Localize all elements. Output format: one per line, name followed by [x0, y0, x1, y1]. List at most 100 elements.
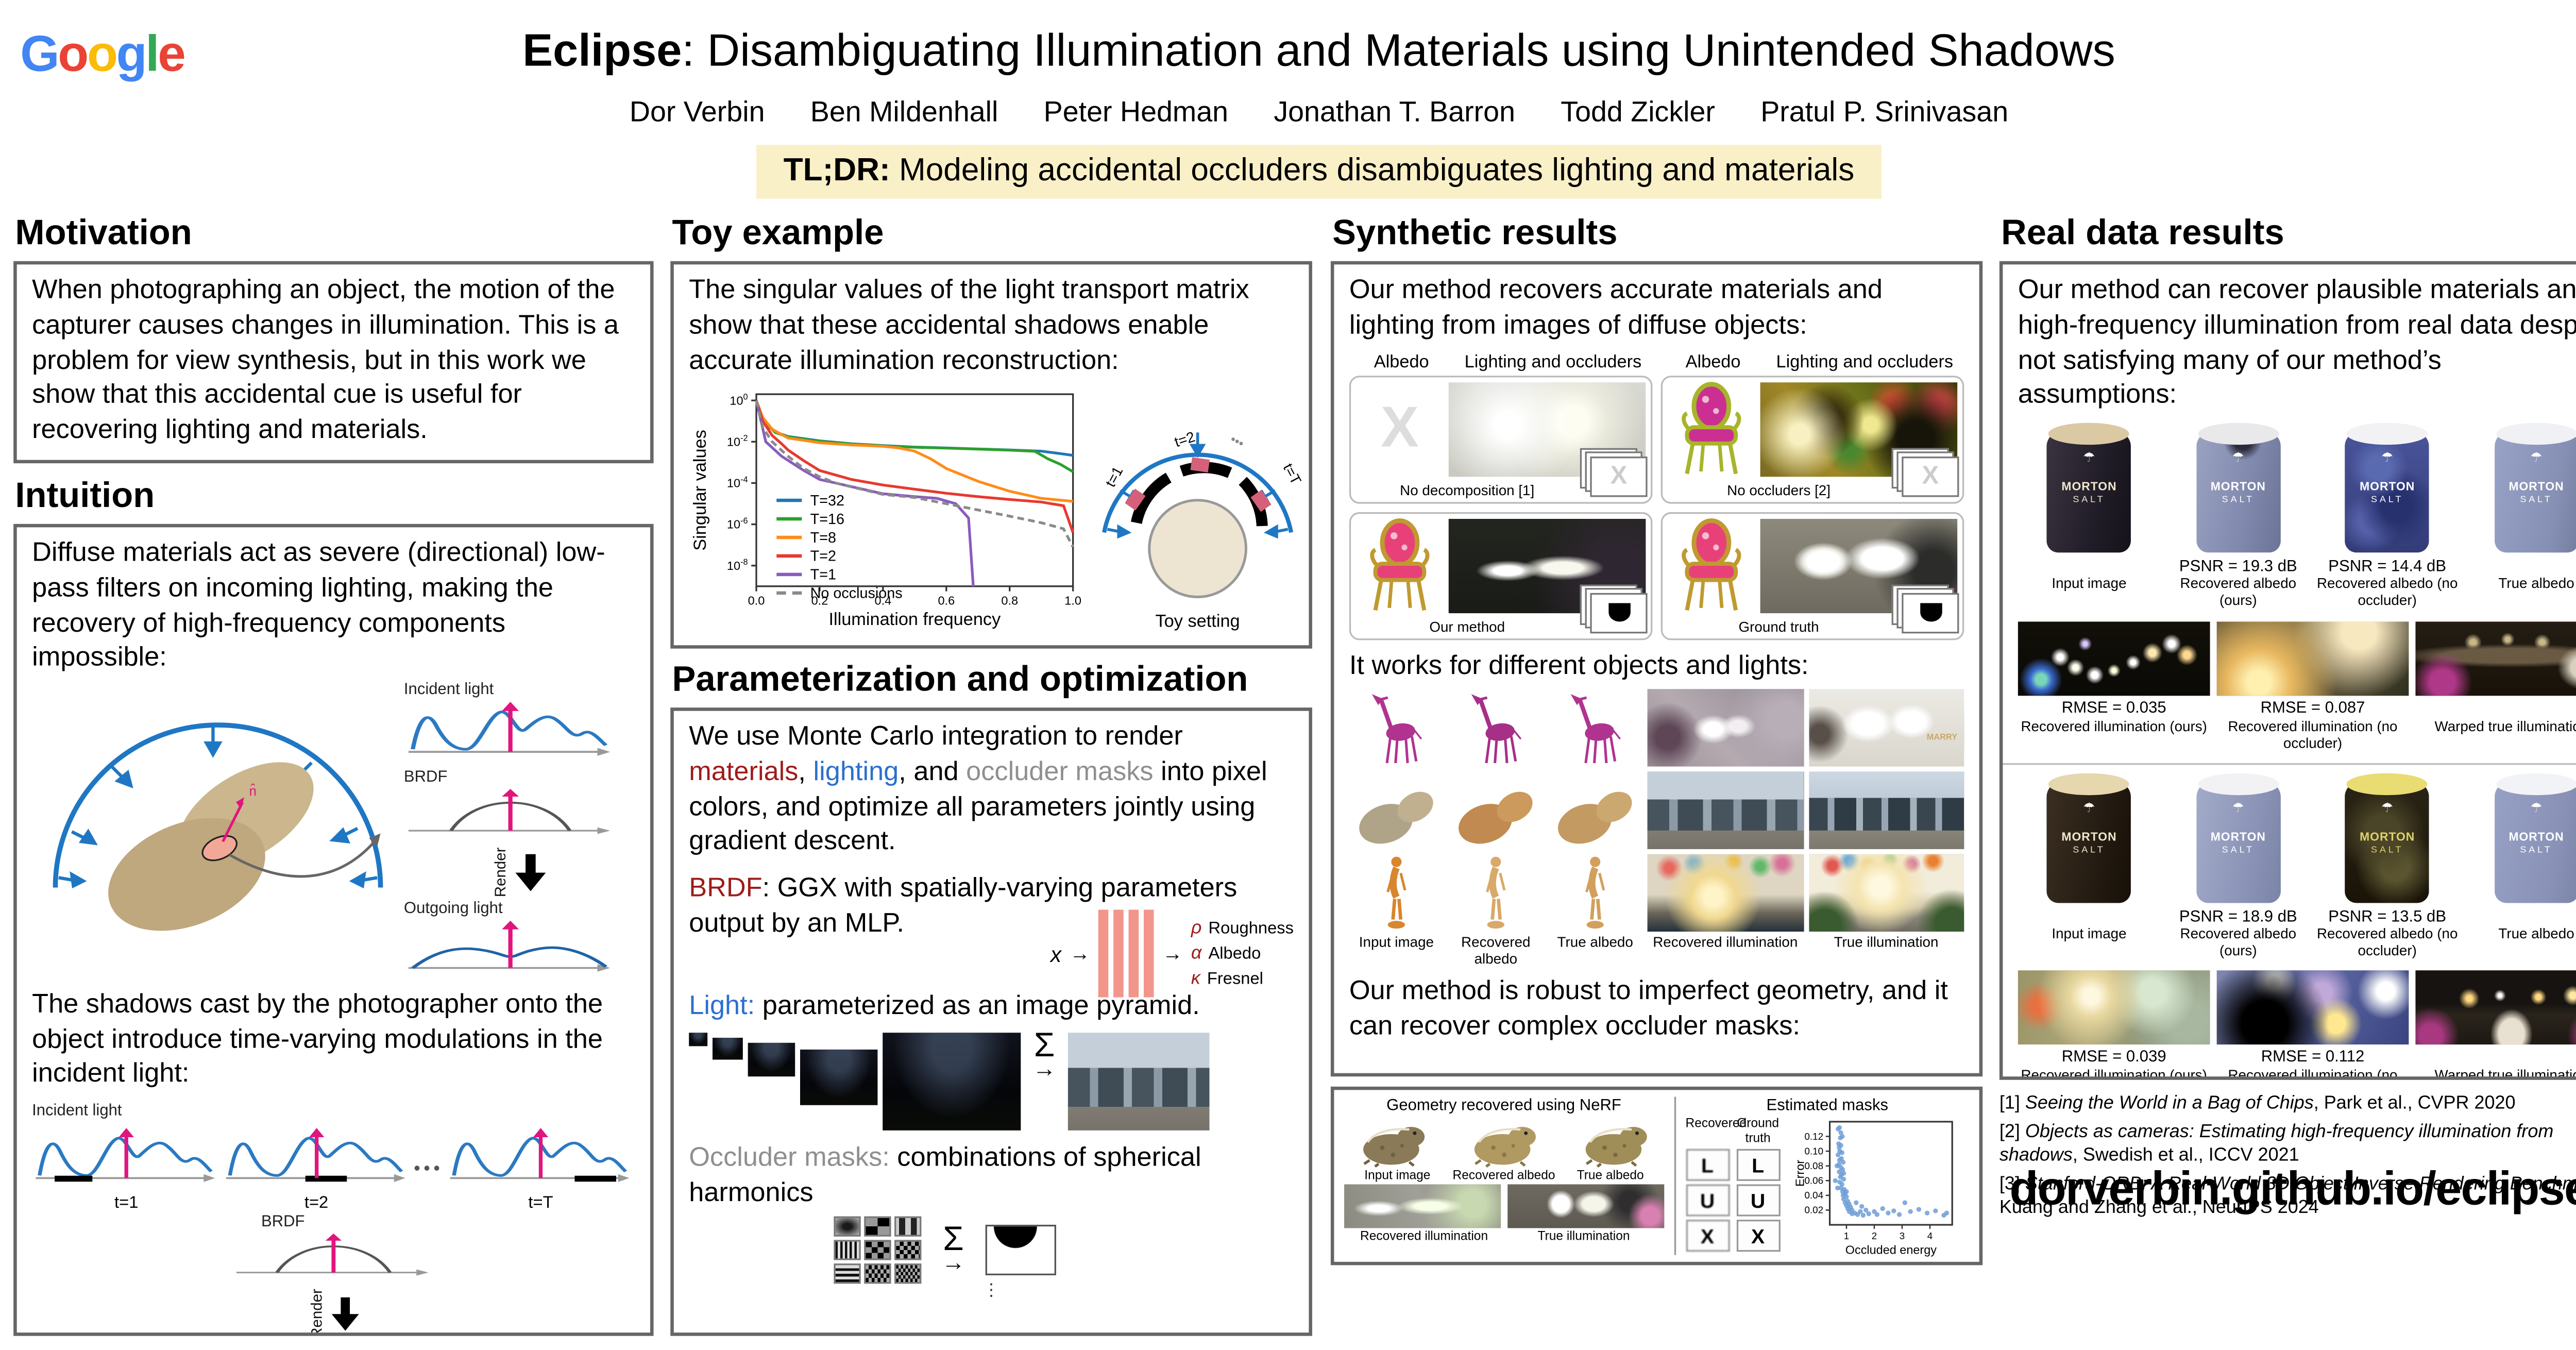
incident-plot-tT [446, 1128, 635, 1193]
author: Pratul P. Srinivasan [1760, 96, 2009, 128]
filter-plots: Incident light BRDF Render Outgoing ligh… [404, 681, 635, 984]
intuition-box: Diffuse materials act as severe (directi… [13, 524, 654, 1336]
svg-text:Occluded energy: Occluded energy [1845, 1243, 1936, 1257]
objects-row-potatoes [1349, 772, 1964, 850]
incident-light-label: Incident light [403, 681, 494, 700]
recovered-illumination-ours-2 [2018, 971, 2210, 1045]
author: Jonathan T. Barron [1274, 96, 1516, 128]
objects-row-giraffe: MARRY [1349, 689, 1964, 768]
toy-box: The singular values of the light transpo… [670, 261, 1312, 649]
salt-input-2: ☂ MORTON SALT [2047, 772, 2131, 903]
panel-no-decomposition: X No decomposition [1] X [1349, 375, 1653, 503]
divider [2003, 763, 2576, 765]
psnr-row-2: PSNR = 18.9 dB PSNR = 13.5 dB [2179, 907, 2447, 926]
recovered-illumination-giraffe [1647, 689, 1803, 768]
intuition-text1: Diffuse materials act as severe (directi… [32, 539, 605, 673]
synthetic-text1: Our method recovers accurate materials a… [1349, 276, 1883, 340]
salt-true-albedo-1: ☂ MORTON SALT [2494, 423, 2576, 553]
author: Ben Mildenhall [810, 96, 998, 128]
warped-true-illumination-1 [2415, 621, 2576, 696]
param-box: We use Monte Carlo integration to render… [670, 707, 1312, 1337]
occluder-text: Occluder masks: combinations of spherica… [689, 1144, 1201, 1208]
rmse-row-2: RMSE = 0.039 RMSE = 0.112 [2061, 1048, 2365, 1067]
reference-2: [2] Objects as cameras: Estimating high-… [1999, 1122, 2554, 1166]
toad-recovered-illumination [1344, 1184, 1501, 1228]
psnr-ours: PSNR = 19.3 dB [2179, 558, 2297, 577]
occluder-cards [1580, 584, 1648, 633]
nerf-subpanel: Geometry recovered using NeRF Input imag… [1344, 1096, 1675, 1255]
mask-blob-icon [1607, 603, 1630, 622]
svg-text:1: 1 [1843, 1230, 1848, 1241]
svg-text:0.4: 0.4 [875, 595, 892, 608]
illum-row-2 [2018, 971, 2576, 1045]
potato-scene-illustration: n̂ [53, 723, 383, 932]
svg-text:0.02: 0.02 [1804, 1205, 1823, 1216]
recovered-illumination-potatoes [1647, 772, 1803, 850]
sum-icon: Σ → [1032, 1027, 1056, 1082]
intuition-heading: Intuition [15, 477, 155, 516]
svg-text:0.12: 0.12 [1804, 1131, 1823, 1142]
motivation-heading: Motivation [15, 214, 192, 253]
reference-1: [1] Seeing the World in a Bag of Chips, … [1999, 1093, 2516, 1114]
synthetic-text3: Our method is robust to imperfect geomet… [1349, 977, 1948, 1042]
albedo-header: Albedo [1685, 351, 1741, 372]
toad-row [1344, 1117, 1664, 1168]
synthetic-heading: Synthetic results [1332, 214, 1618, 253]
salt-recovered-no-occluder-1: ☂ MORTON SALT [2345, 423, 2430, 553]
author: Dor Verbin [629, 96, 765, 128]
masks-title: Estimated masks [1766, 1096, 1889, 1116]
t1-label: t=1 [114, 1194, 139, 1213]
chart-legend: T=32 T=16 T=8 T=2 T=1 No occlusions [776, 493, 903, 602]
mlp-diagram: x → → ρ Roughness α Albedo κ Fresnel [1050, 910, 1294, 998]
toad-true-illumination [1507, 1184, 1664, 1228]
real-text: Our method can recover plausible materia… [2018, 276, 2576, 410]
illum-row-1 [2018, 621, 2576, 696]
occluder-masks-term: occluder masks [966, 757, 1154, 787]
toy-setting-illustration: t=1 t=2 t=T ••• [1102, 429, 1304, 599]
reference-3: [3] Stanford-ORB: A Real-World 3D Object… [1999, 1174, 2576, 1218]
true-illumination-potatoes [1808, 772, 1964, 850]
objects-grid-captions: Input image Recovered albedo True albedo… [1359, 934, 1939, 968]
project-url-link[interactable]: dorverbin.github.io/eclipse [2009, 1162, 2576, 1214]
nerf-title: Geometry recovered using NeRF [1386, 1096, 1621, 1116]
ellipsis-dots: ••• [414, 1159, 444, 1180]
recovered-illumination-no-occluder-1 [2216, 621, 2409, 696]
marry-sign: MARRY [1926, 733, 1958, 744]
toy-camera-label-tT: t=T [1280, 462, 1304, 488]
svg-text:0.0: 0.0 [748, 595, 765, 608]
toy-setting: t=1 t=2 t=T ••• Toy setting [1087, 385, 1309, 649]
svg-text:10-4: 10-4 [727, 476, 748, 491]
reconstructed-envmap [1067, 1033, 1210, 1131]
singular-values-chart: 100 10-2 10-4 10-6 10-8 0.0 0.2 0.4 0.6 0.8 1.0 Ill… [689, 385, 1087, 649]
panel-our-method: Our method [1349, 511, 1653, 640]
svg-text:0.8: 0.8 [1001, 595, 1018, 608]
toad-illum-captions: Recovered illumination True illumination [1360, 1228, 1630, 1244]
salt-true-albedo-2: ☂ MORTON SALT [2494, 772, 2576, 903]
occluder-cards: X [1891, 447, 1959, 497]
mlp-outputs: ρ Roughness α Albedo κ Fresnel [1191, 918, 1294, 990]
error-vs-occluded-energy-scatter: 0.02 0.04 0.06 0.08 0.10 0.12 1 2 3 4 Occluded ene… [1792, 1121, 1953, 1257]
svg-text:10-6: 10-6 [727, 517, 748, 532]
logo-letter: G [20, 27, 59, 83]
svg-text:2: 2 [1871, 1230, 1876, 1241]
brdf-block: BRDF: GGX with spatially-varying paramet… [689, 873, 1294, 998]
t2-label: t=2 [304, 1194, 329, 1213]
title-rest: : Disambiguating Illumination and Materi… [682, 25, 2115, 76]
salt-input-1: ☂ MORTON SALT [2047, 423, 2131, 553]
render-label: Render [492, 848, 509, 898]
motivation-text: When photographing an object, the motion… [32, 276, 619, 445]
comparison-grid: X No decomposition [1] X No occluders [2… [1349, 375, 1964, 640]
page-title: Eclipse: Disambiguating Illumination and… [0, 25, 2576, 77]
salt-row-1: ☂ MORTON SALT ☂ MORTON SALT ☂ MORTON SALT ☂ MOR… [2018, 423, 2576, 553]
rmse-row-1: RMSE = 0.035 RMSE = 0.087 [2061, 699, 2365, 718]
light-text: Light: parameterized as an image pyramid… [689, 992, 1200, 1022]
tldr-banner: TL;DR: Modeling accidental occluders dis… [756, 145, 1882, 199]
normal-vector-label: n̂ [249, 784, 257, 799]
lowpass-diagram: n̂ Incident light BRDF Render Outgoing l… [32, 681, 635, 984]
incident-plot-t1 [32, 1128, 221, 1193]
recovered-illumination-ours-1 [2018, 621, 2210, 696]
spherical-harmonics-row: Σ → [834, 1216, 1294, 1284]
svg-text:0.6: 0.6 [938, 595, 955, 608]
svg-text:0.10: 0.10 [1804, 1146, 1823, 1157]
